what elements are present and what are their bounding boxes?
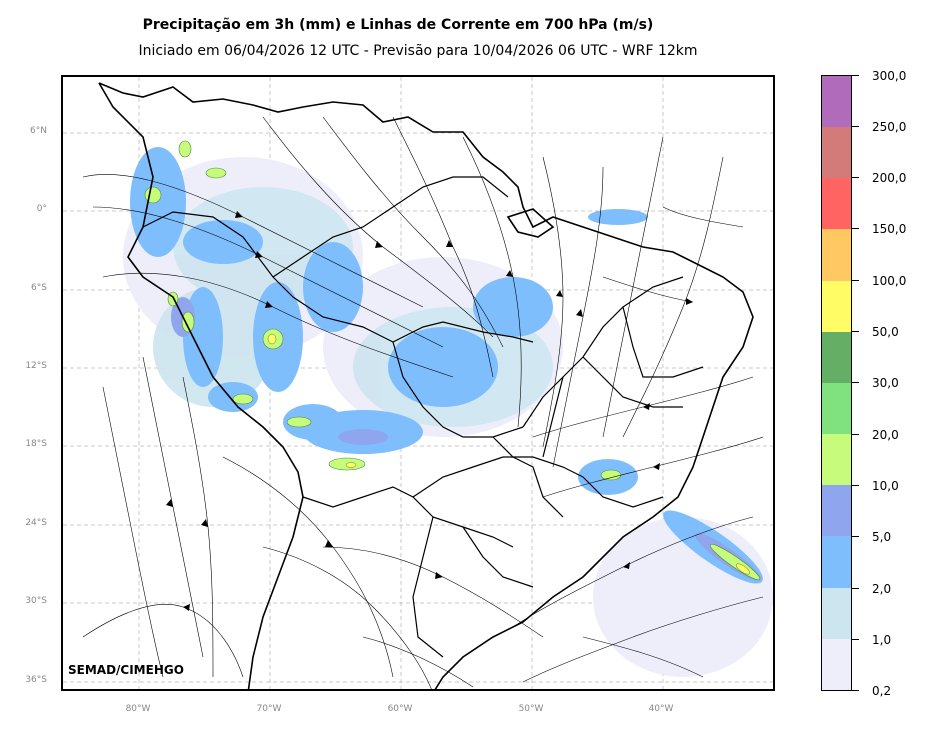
lat-tick-6s: 6°S <box>31 283 47 293</box>
colorbar-segment <box>822 382 851 435</box>
lon-tick-80w: 80°W <box>125 704 151 714</box>
colorbar-label: 20,0 <box>872 428 899 442</box>
colorbar-label: 30,0 <box>872 376 899 390</box>
colorbar-label: 200,0 <box>872 171 907 185</box>
colorbar-label: 50,0 <box>872 325 899 339</box>
colorbar-segment <box>822 178 851 230</box>
lat-tick-6n: 6°N <box>30 126 47 136</box>
lat-tick-12s: 12°S <box>25 361 47 371</box>
colorbar-segment <box>822 434 851 486</box>
streamline-arrows <box>166 211 693 611</box>
colorbar-label: 250,0 <box>872 120 907 134</box>
colorbar-label: 150,0 <box>872 222 907 236</box>
lat-tick-36s: 36°S <box>25 675 47 685</box>
colorbar-segment <box>822 536 851 588</box>
colorbar-label: 1,0 <box>872 633 892 647</box>
colorbar-label: 10,0 <box>872 479 899 493</box>
coastline <box>98 82 754 689</box>
precipitation-colorbar <box>821 75 852 691</box>
lon-tick-60w: 60°W <box>387 704 413 714</box>
credit-label: SEMAD/CIMEHGO <box>68 663 184 677</box>
map-canvas <box>63 77 773 689</box>
colorbar-segment <box>822 280 851 332</box>
lat-tick-18s: 18°S <box>25 439 47 449</box>
map-title: Precipitação em 3h (mm) e Linhas de Corr… <box>142 17 654 33</box>
colorbar-label: 2,0 <box>872 582 892 596</box>
colorbar-segment <box>822 229 851 281</box>
map-subtitle: Iniciado em 06/04/2026 12 UTC - Previsão… <box>138 43 698 59</box>
colorbar-segment <box>822 638 851 690</box>
colorbar-segment <box>822 587 851 639</box>
precipitation-field <box>123 140 773 677</box>
lon-tick-70w: 70°W <box>256 704 282 714</box>
lat-tick-30s: 30°S <box>25 596 47 606</box>
colorbar-label: 100,0 <box>872 274 907 288</box>
lon-tick-50w: 50°W <box>518 704 544 714</box>
colorbar-label: 0,2 <box>872 684 892 698</box>
lat-tick-24s: 24°S <box>25 518 47 528</box>
country-borders <box>142 176 704 658</box>
lon-tick-40w: 40°W <box>648 704 674 714</box>
colorbar-segment <box>822 331 851 383</box>
forecast-map <box>61 75 775 691</box>
colorbar-segment <box>822 127 851 179</box>
colorbar-segment <box>822 75 851 128</box>
colorbar-label: 300,0 <box>872 69 907 83</box>
colorbar-segment <box>822 485 851 537</box>
colorbar-label: 5,0 <box>872 530 892 544</box>
lat-tick-0: 0° <box>36 204 47 214</box>
